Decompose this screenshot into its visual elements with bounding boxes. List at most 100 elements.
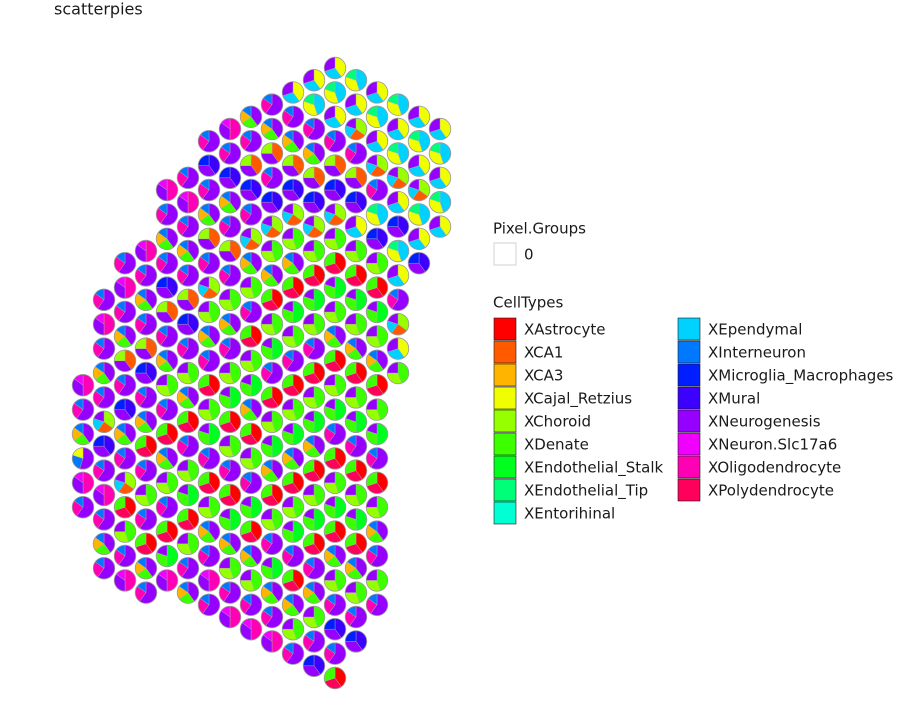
scatterpie: [344, 605, 368, 629]
scatterpie: [260, 435, 284, 458]
pie-wedge: [376, 300, 388, 324]
pie-outline: [407, 227, 431, 251]
scatterpie: [260, 288, 284, 312]
pie-outline: [344, 557, 368, 580]
scatterpie: [134, 532, 158, 556]
scatterpie: [197, 447, 221, 470]
scatterpie: [134, 435, 158, 458]
legend-swatch: [493, 432, 517, 456]
scatterpie: [155, 276, 179, 299]
pie-outline: [176, 288, 200, 312]
scatterpie: [260, 239, 284, 263]
pie-outline: [92, 313, 116, 336]
scatterpie: [323, 544, 347, 568]
pie-outline: [302, 190, 326, 214]
legend-label: XPolydendrocyte: [708, 482, 834, 500]
pie-wedge: [229, 386, 241, 409]
scatterpie: [260, 483, 284, 507]
scatterpie: [302, 264, 326, 287]
scatterpie: [92, 483, 116, 507]
pie-outline: [155, 447, 179, 470]
scatterpie: [365, 325, 389, 348]
pie-outline: [344, 288, 368, 312]
scatterpie: [239, 300, 263, 324]
scatterpie: [344, 166, 368, 190]
pie-outline: [260, 239, 284, 263]
legend-swatch: [677, 340, 701, 364]
pie-outline: [218, 264, 242, 287]
pie-outline: [323, 569, 347, 592]
pie-outline: [155, 569, 179, 592]
pie-outline: [365, 544, 389, 568]
scatterpie: [218, 483, 242, 507]
pie-outline: [281, 105, 305, 129]
scatterpie: [323, 252, 347, 275]
scatterpie: [197, 203, 221, 226]
scatterpie: [92, 557, 116, 580]
pie-outline: [134, 581, 158, 604]
pie-wedge: [292, 300, 304, 324]
pie-outline: [197, 496, 221, 519]
pie-wedge: [145, 239, 157, 263]
pie-outline: [386, 361, 410, 385]
scatterpie: [260, 313, 284, 336]
pie-wedge: [376, 422, 388, 446]
scatterpie: [302, 117, 326, 141]
pie-outline: [365, 520, 389, 543]
scatterpie: [155, 422, 179, 446]
pie-wedge: [313, 288, 325, 311]
scatterpie: [218, 190, 242, 214]
pie-outline: [365, 496, 389, 519]
pie-outline: [134, 459, 158, 482]
scatterpie: [281, 325, 305, 348]
pie-outline: [176, 557, 200, 580]
scatterpie: [365, 471, 389, 495]
pie-outline: [323, 422, 347, 446]
scatterpie: [323, 349, 347, 373]
scatterpie: [344, 630, 368, 653]
pie-outline: [281, 129, 305, 153]
scatterpie: [344, 435, 368, 458]
pie-wedge: [82, 374, 94, 397]
pie-outline: [260, 166, 284, 190]
scatterpie: [239, 398, 263, 421]
pie-outline: [218, 190, 242, 214]
scatterpie: [344, 337, 368, 360]
pie-outline: [197, 544, 221, 568]
scatterpie: [197, 252, 221, 275]
pie-outline: [134, 337, 158, 360]
pie-wedge: [271, 630, 283, 653]
pie-outline: [176, 581, 200, 604]
pie-outline: [239, 593, 263, 617]
scatterpie: [323, 56, 347, 80]
scatterpie: [134, 288, 158, 312]
pie-outline: [260, 215, 284, 238]
legend-label: XChoroid: [524, 413, 591, 431]
pie-outline: [302, 654, 326, 678]
scatterpie: [260, 264, 284, 287]
scatterpie: [386, 288, 410, 312]
pie-outline: [239, 349, 263, 373]
pie-outline: [281, 447, 305, 470]
scatterpie: [218, 361, 242, 385]
pie-outline: [176, 166, 200, 190]
pie-outline: [197, 300, 221, 324]
scatterpie: [365, 203, 389, 226]
pie-outline: [344, 483, 368, 507]
scatterpie: [365, 300, 389, 324]
scatterpie: [155, 325, 179, 348]
pie-outline: [155, 300, 179, 324]
pie-outline: [134, 508, 158, 531]
scatterpie: [365, 276, 389, 299]
pie-outline: [197, 129, 221, 153]
pie-outline: [197, 593, 221, 617]
pie-outline: [260, 605, 284, 629]
scatterpie: [71, 422, 95, 446]
scatterpie: [344, 117, 368, 141]
scatterpie: [197, 349, 221, 373]
pie-outline: [260, 288, 284, 312]
pie-outline: [134, 557, 158, 580]
scatterpie: [281, 544, 305, 568]
pie-outline: [323, 129, 347, 153]
scatterpie: [155, 203, 179, 226]
